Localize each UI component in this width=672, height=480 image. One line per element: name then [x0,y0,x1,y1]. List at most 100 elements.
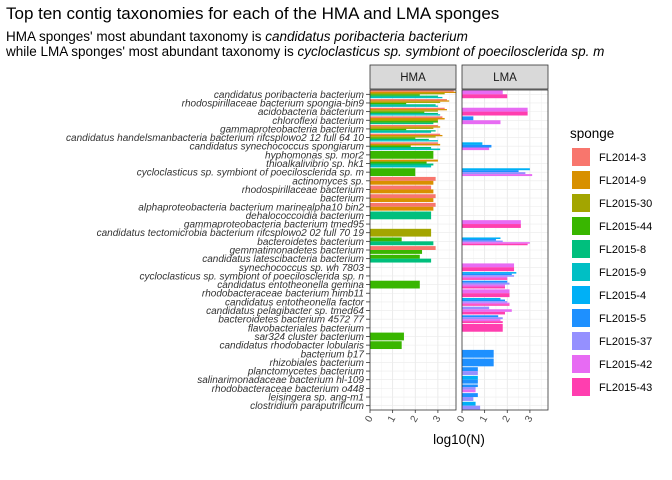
bar-lma-fl2015-42 [462,120,501,125]
bar-hma-fl2014-9 [370,206,434,211]
x-axis-title: log10(N) [433,432,485,447]
bar-lma-fl2015-43 [462,224,521,228]
bar-lma-fl2015-42 [462,309,512,312]
bar-lma-fl2015-5 [462,170,519,173]
x-tick-label: 3 [431,414,444,425]
legend-key-fl2015-42 [572,355,590,373]
bar-hma-fl2015-9 [370,140,438,142]
y-tick-label: cycloclasticus sp. symbiont of poecilosc… [139,271,364,282]
y-tick-label: hyphomonas sp. mor2 [265,150,364,161]
bar-lma-fl2015-43 [462,293,510,298]
bar-lma-fl2015-4 [462,298,501,300]
bar-hma-fl2015-44 [370,161,427,164]
bar-lma-fl2015-42 [462,174,533,177]
bar-hma-fl2015-8 [370,104,436,106]
subtitle-2-prefix: while LMA sponges' most abundant taxonom… [6,44,298,59]
bar-lma-fl2015-5 [462,384,478,388]
legend-key-fl2015-9 [572,263,590,281]
bar-hma-fl2014-3 [370,202,436,207]
bar-hma-fl2014-3 [370,116,443,118]
y-tick-label: planctomycetes bacterium [247,367,364,378]
bar-lma-fl2015-5 [462,315,499,318]
x-tick-label: 3 [523,414,536,425]
bar-hma-fl2015-44 [370,168,416,177]
y-tick-label: rhodobacteraceae bacterium himb11 [202,289,364,300]
bar-lma-fl2015-42 [462,263,515,268]
legend-key-fl2015-30 [572,194,590,212]
bar-hma-fl2014-9 [370,109,447,111]
bar-lma-fl2015-5 [462,273,512,276]
bar-lma-fl2015-37 [462,387,476,390]
bar-hma-fl2014-3 [370,90,454,92]
x-tick-label: 0 [363,414,376,425]
bar-hma-fl2014-3 [370,176,436,181]
bar-hma-fl2014-3 [370,246,436,250]
bar-hma-fl2014-9 [370,117,445,120]
y-tick-label: gemmatimonadetes bacterium [229,246,364,257]
bar-lma-fl2015-43 [462,323,503,332]
legend-key-fl2015-8 [572,240,590,258]
y-tick-label: dehalococcoidia bacterium [246,211,364,222]
bar-lma-fl2015-5 [462,239,496,241]
y-tick-label: actinomyces sp. [292,176,364,187]
bar-hma-fl2015-8 [370,163,434,166]
bar-hma-fl2015-8 [370,211,432,220]
y-tick-label: candidatus tectomicrobia bacterium rifcs… [97,228,365,239]
bar-hma-fl2015-8 [370,138,429,141]
y-tick-label: candidatus poribacteria bacterium [214,90,364,101]
y-tick-label: leisingera sp. ang-m1 [268,393,364,404]
bar-lma-fl2015-43 [462,243,528,246]
bar-lma-fl2015-43 [462,311,505,315]
bar-lma-fl2015-42 [462,242,530,244]
bar-lma-fl2015-37 [462,301,508,303]
bar-hma-fl2014-3 [370,142,438,144]
bar-lma-fl2015-42 [462,284,505,287]
y-tick-label: candidatus synechococcus spongiarum [189,142,364,153]
bar-hma-fl2015-44 [370,121,438,123]
bar-hma-fl2015-30 [370,127,434,129]
bar-hma-fl2014-9 [370,100,450,102]
y-tick-label: rhodospirillaceae bacterium spongia-bin9 [182,98,365,109]
legend-label: FL2014-3 [599,152,646,164]
subtitle-1-prefix: HMA sponges' most abundant taxonomy is [6,29,266,44]
bar-lma-fl2015-5 [462,367,478,372]
panel-border-lma [461,89,549,411]
bar-lma-fl2015-4 [462,168,530,171]
y-tick-label: thioalkalivibrio sp. hk1 [266,159,364,170]
y-tick-label: rhodobacteraceae bacterium o448 [212,384,365,395]
bar-lma-fl2015-42 [462,302,510,305]
legend-label: FL2015-4 [599,290,646,302]
bar-hma-fl2015-30 [370,228,432,237]
legend-key-fl2014-9 [572,171,590,189]
bar-lma-fl2015-42 [462,319,501,322]
bar-hma-fl2015-44 [370,128,407,131]
bar-hma-fl2015-44 [370,145,411,147]
x-tick-label: 1 [386,414,399,425]
bar-hma-fl2015-9 [370,96,443,99]
bar-hma-fl2014-3 [370,133,441,135]
legend-key-fl2014-3 [572,148,590,166]
bar-hma-fl2014-9 [370,91,456,94]
bar-hma-fl2015-9 [370,114,441,116]
facet-strip-hma [369,64,457,90]
bar-hma-fl2015-8 [370,130,436,132]
bar-lma-fl2015-37 [462,306,490,310]
legend-label: FL2015-42 [599,359,652,371]
facet-label-lma: LMA [493,72,517,84]
y-tick-label: candidatus pelagibacter sp. tmed64 [206,306,364,317]
chart-subtitle-line-2: while LMA sponges' most abundant taxonom… [6,44,604,59]
bar-lma-fl2015-4 [462,237,501,240]
bar-lma-fl2015-37 [462,317,503,320]
y-tick-label: candidatus handelsmanbacteria bacterium … [66,133,364,144]
y-tick-label: candidatus rhodobacter lobularis [219,341,364,352]
bar-hma-fl2014-3 [370,185,432,190]
bar-hma-fl2014-9 [370,143,441,146]
bar-lma-fl2015-4 [462,401,476,406]
bar-lma-fl2015-37 [462,371,478,375]
subtitle-2-taxon: cycloclasticus sp. symbiont of poecilosc… [297,44,605,59]
y-tick-label: candidatus entotheonella factor [225,297,365,308]
bar-lma-fl2015-5 [462,280,508,283]
bar-lma-fl2015-43 [462,321,503,324]
y-tick-label: clostridium paraputrificum [250,401,364,412]
bar-lma-fl2015-43 [462,278,508,280]
